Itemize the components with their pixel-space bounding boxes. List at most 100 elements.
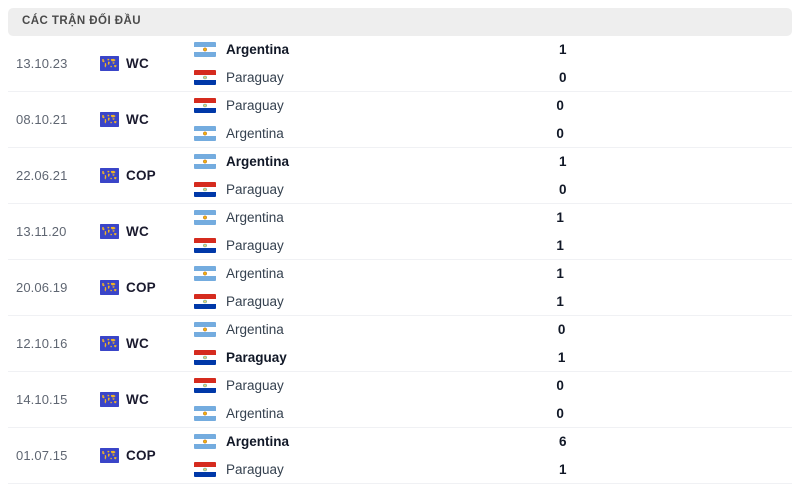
score-away: 0 bbox=[441, 64, 641, 92]
match-row[interactable]: 14.10.15 WC Paraguay Argentina 0 0 bbox=[8, 372, 792, 428]
match-date-text: 13.10.23 bbox=[16, 56, 68, 71]
match-row[interactable]: 01.07.15 COP Argentina Paraguay 6 1 bbox=[8, 428, 792, 484]
match-competition[interactable]: COP bbox=[100, 148, 184, 203]
competition-label: WC bbox=[126, 224, 149, 239]
score-value: 1 bbox=[556, 266, 564, 282]
flag-paraguay-icon bbox=[194, 349, 216, 365]
score-value: 0 bbox=[557, 322, 566, 338]
score-value: 1 bbox=[559, 154, 567, 170]
world-globe-icon bbox=[100, 168, 119, 183]
score-home: 1 bbox=[441, 36, 641, 64]
score-away: 1 bbox=[438, 232, 638, 260]
match-date: 20.06.19 bbox=[8, 260, 100, 315]
competition-label: COP bbox=[126, 168, 156, 183]
world-globe-icon bbox=[100, 336, 119, 351]
match-competition[interactable]: WC bbox=[100, 204, 184, 259]
match-teams: Argentina Paraguay bbox=[184, 148, 441, 203]
match-teams: Argentina Paraguay bbox=[184, 36, 441, 91]
match-row[interactable]: 12.10.16 WC Argentina Paraguay 0 1 bbox=[8, 316, 792, 372]
team-away[interactable]: Paraguay bbox=[194, 232, 438, 260]
flag-argentina-icon bbox=[194, 154, 216, 170]
team-name: Argentina bbox=[226, 125, 284, 141]
match-date: 08.10.21 bbox=[8, 92, 100, 147]
row-trailing-space bbox=[641, 148, 793, 203]
row-trailing-space bbox=[638, 92, 792, 147]
flag-paraguay-icon bbox=[194, 461, 216, 477]
score-value: 1 bbox=[556, 293, 564, 309]
team-name: Paraguay bbox=[226, 293, 284, 309]
row-trailing-space bbox=[638, 372, 792, 427]
match-row[interactable]: 22.06.21 COP Argentina Paraguay 1 0 bbox=[8, 148, 792, 204]
competition-label: WC bbox=[126, 392, 149, 407]
team-name: Paraguay bbox=[226, 237, 284, 253]
match-competition[interactable]: WC bbox=[100, 92, 184, 147]
team-home[interactable]: Argentina bbox=[194, 316, 439, 344]
team-away[interactable]: Argentina bbox=[194, 120, 438, 148]
team-away[interactable]: Paraguay bbox=[194, 64, 441, 92]
section-header: CÁC TRẬN ĐỐI ĐẦU bbox=[8, 8, 792, 36]
match-teams: Paraguay Argentina bbox=[184, 92, 438, 147]
flag-argentina-icon bbox=[194, 125, 216, 141]
team-away[interactable]: Paraguay bbox=[194, 344, 439, 372]
team-home[interactable]: Argentina bbox=[194, 36, 441, 64]
team-home[interactable]: Argentina bbox=[194, 148, 441, 176]
competition-label: WC bbox=[126, 112, 149, 127]
score-value: 1 bbox=[556, 210, 564, 226]
match-date-text: 12.10.16 bbox=[16, 336, 68, 351]
team-name: Argentina bbox=[226, 405, 284, 421]
match-row[interactable]: 20.06.19 COP Argentina Paraguay 1 1 bbox=[8, 260, 792, 316]
match-row[interactable]: 13.11.20 WC Argentina Paraguay 1 1 bbox=[8, 204, 792, 260]
match-competition[interactable]: COP bbox=[100, 428, 184, 483]
flag-paraguay-icon bbox=[194, 293, 216, 309]
score-value: 1 bbox=[556, 237, 564, 253]
team-name: Argentina bbox=[226, 434, 290, 450]
team-home[interactable]: Argentina bbox=[194, 260, 438, 288]
match-competition[interactable]: WC bbox=[100, 316, 184, 371]
row-trailing-space bbox=[638, 204, 792, 259]
score-value: 0 bbox=[556, 378, 564, 394]
match-row[interactable]: 08.10.21 WC Paraguay Argentina 0 0 bbox=[8, 92, 792, 148]
team-away[interactable]: Paraguay bbox=[194, 288, 438, 316]
flag-argentina-icon bbox=[194, 434, 216, 450]
team-home[interactable]: Paraguay bbox=[194, 372, 438, 400]
competition-label: WC bbox=[126, 56, 149, 71]
match-competition[interactable]: WC bbox=[100, 36, 184, 91]
match-date: 22.06.21 bbox=[8, 148, 100, 203]
match-teams: Argentina Paraguay bbox=[184, 428, 441, 483]
team-name: Paraguay bbox=[226, 461, 284, 477]
score-value: 0 bbox=[556, 405, 564, 421]
score-home: 0 bbox=[438, 92, 638, 120]
match-date: 01.07.15 bbox=[8, 428, 100, 483]
team-away[interactable]: Argentina bbox=[194, 400, 438, 428]
match-row[interactable]: 13.10.23 WC Argentina Paraguay 1 0 bbox=[8, 36, 792, 92]
world-globe-icon bbox=[100, 392, 119, 407]
team-name: Argentina bbox=[226, 42, 290, 58]
page-title: CÁC TRẬN ĐỐI ĐẦU bbox=[22, 15, 141, 28]
team-home[interactable]: Argentina bbox=[194, 428, 441, 456]
score-away: 1 bbox=[441, 456, 641, 484]
team-home[interactable]: Paraguay bbox=[194, 92, 438, 120]
team-away[interactable]: Paraguay bbox=[194, 456, 441, 484]
head-to-head-panel: CÁC TRẬN ĐỐI ĐẦU 13.10.23 WC Argentina Para… bbox=[0, 8, 800, 500]
match-competition[interactable]: WC bbox=[100, 372, 184, 427]
match-date-text: 13.11.20 bbox=[16, 224, 67, 239]
match-teams: Argentina Paraguay bbox=[184, 204, 438, 259]
match-competition[interactable]: COP bbox=[100, 260, 184, 315]
match-date-text: 20.06.19 bbox=[16, 280, 68, 295]
team-away[interactable]: Paraguay bbox=[194, 176, 441, 204]
flag-paraguay-icon bbox=[194, 237, 216, 253]
row-trailing-space bbox=[639, 316, 792, 371]
team-home[interactable]: Argentina bbox=[194, 204, 438, 232]
match-date-text: 14.10.15 bbox=[16, 392, 68, 407]
team-name: Argentina bbox=[226, 210, 284, 226]
score-home: 1 bbox=[441, 148, 641, 176]
competition-label: COP bbox=[126, 280, 156, 295]
score-away: 1 bbox=[438, 288, 638, 316]
match-date-text: 22.06.21 bbox=[16, 168, 68, 183]
match-teams: Argentina Paraguay bbox=[184, 316, 439, 371]
